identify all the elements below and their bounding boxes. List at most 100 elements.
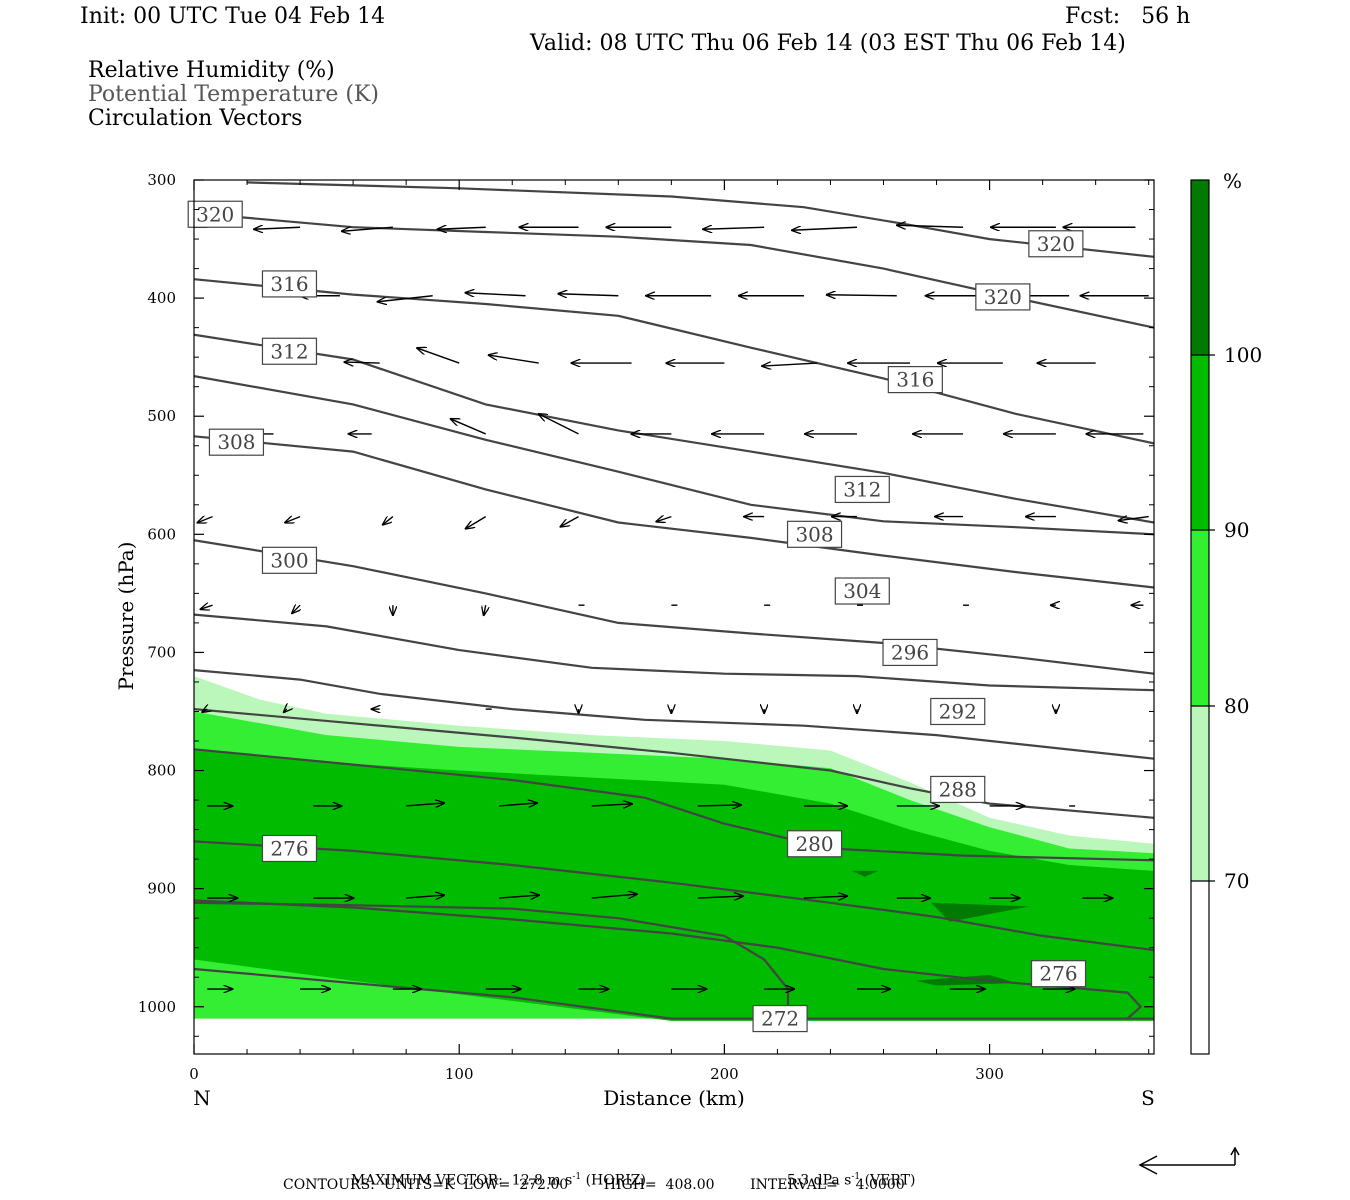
contour-label-296: 296 bbox=[882, 638, 938, 667]
forecast-hour: Fcst: 56 h bbox=[1065, 4, 1191, 29]
footer-max-vector: MAXIMUM VECTOR: 12.8 m s-1 (HORIZ) bbox=[350, 1172, 646, 1189]
contour-label-layer: 272 276 276 280 288 292 296 300 304 308 308 312 312 3… bbox=[187, 200, 1087, 1033]
circulation-vector bbox=[201, 605, 213, 609]
circulation-vector bbox=[697, 805, 741, 806]
circulation-vector bbox=[803, 896, 847, 898]
theta-contour-320 bbox=[246, 181, 1154, 258]
contour-label-312: 312 bbox=[261, 337, 318, 365]
circulation-vector bbox=[254, 227, 301, 229]
colorbar-label: 100 bbox=[1224, 343, 1262, 367]
svg-text:308: 308 bbox=[217, 430, 255, 454]
x-tick-label: 100 bbox=[445, 1065, 474, 1083]
theta-contour-276 bbox=[194, 840, 1154, 952]
svg-text:320: 320 bbox=[1037, 232, 1075, 256]
field-label-vectors: Circulation Vectors bbox=[88, 106, 303, 131]
rh-region-gt100 bbox=[931, 902, 1030, 922]
colorbar-label: 90 bbox=[1224, 518, 1249, 542]
theta-contour-308 bbox=[194, 375, 1154, 536]
circulation-vector bbox=[438, 227, 486, 229]
circulation-vector bbox=[285, 517, 301, 523]
contour-label-316: 316 bbox=[887, 366, 943, 394]
y-tick-label: 400 bbox=[147, 289, 176, 307]
circulation-vector bbox=[484, 605, 486, 615]
contour-label-320: 320 bbox=[1028, 230, 1084, 258]
x-tick-label: 0 bbox=[189, 1065, 199, 1083]
y-tick-label: 500 bbox=[147, 407, 176, 425]
colorbar: % 100 90 80 70 bbox=[1190, 169, 1262, 1055]
contour-label-276: 276 bbox=[261, 834, 318, 863]
axis-ticks: 300 400 500 600 700 800 900 1000 0 100 200 300 bbox=[138, 171, 1154, 1083]
circulation-vector bbox=[383, 517, 394, 525]
colorbar-unit: % bbox=[1223, 169, 1242, 193]
svg-text:296: 296 bbox=[891, 640, 929, 664]
svg-text:316: 316 bbox=[270, 272, 308, 296]
circulation-vector bbox=[465, 293, 526, 296]
rh-region-90-100 bbox=[194, 749, 1154, 1021]
svg-text:272: 272 bbox=[761, 1007, 799, 1031]
colorbar-segment bbox=[1191, 881, 1209, 1054]
svg-text:312: 312 bbox=[843, 477, 881, 501]
circulation-vector bbox=[342, 226, 393, 231]
y-tick-label: 600 bbox=[147, 525, 176, 543]
colorbar-segment bbox=[1191, 706, 1209, 881]
circulation-vector bbox=[202, 709, 207, 712]
circulation-vector bbox=[284, 709, 287, 712]
theta-contour-316 bbox=[194, 278, 1154, 445]
y-tick-label: 900 bbox=[147, 880, 176, 898]
y-tick-label: 800 bbox=[147, 762, 176, 780]
north-endpoint-label: N bbox=[193, 1086, 211, 1110]
field-label-rh: Relative Humidity (%) bbox=[88, 58, 335, 83]
svg-text:300: 300 bbox=[270, 548, 308, 572]
circulation-vector bbox=[762, 363, 818, 366]
svg-text:292: 292 bbox=[939, 699, 977, 723]
circulation-vector bbox=[292, 605, 300, 613]
colorbar-segment bbox=[1191, 355, 1209, 530]
theta-contour-280 bbox=[194, 748, 1154, 862]
svg-text:304: 304 bbox=[843, 579, 881, 603]
svg-text:320: 320 bbox=[196, 202, 234, 226]
reference-vector-icon bbox=[1138, 1146, 1240, 1175]
circulation-vector bbox=[558, 294, 619, 296]
svg-text:316: 316 bbox=[896, 368, 934, 392]
circulation-vector bbox=[656, 517, 672, 522]
theta-contour-300 bbox=[194, 539, 1154, 675]
contour-label-320: 320 bbox=[975, 283, 1031, 311]
circulation-vector bbox=[406, 895, 444, 898]
field-label-theta: Potential Temperature (K) bbox=[88, 82, 379, 107]
y-axis-label: Pressure (hPa) bbox=[114, 542, 138, 691]
svg-text:308: 308 bbox=[795, 522, 833, 546]
contour-label-288: 288 bbox=[930, 775, 986, 804]
svg-text:312: 312 bbox=[270, 339, 308, 363]
circulation-vector bbox=[539, 414, 579, 435]
y-tick-label: 1000 bbox=[138, 998, 176, 1016]
circulation-vector bbox=[498, 895, 539, 898]
colorbar-label: 70 bbox=[1224, 869, 1249, 893]
theta-contour-272 bbox=[194, 967, 1154, 1020]
theta-contour-276 bbox=[194, 901, 790, 1007]
contour-label-300: 300 bbox=[261, 546, 318, 574]
theta-contour-312 bbox=[194, 333, 1154, 524]
circulation-vector bbox=[1119, 517, 1149, 521]
theta-contour-292 bbox=[194, 669, 1154, 760]
circulation-vector bbox=[451, 419, 486, 435]
y-tick-label: 300 bbox=[147, 171, 176, 189]
contour-label-312: 312 bbox=[834, 475, 890, 504]
x-tick-label: 200 bbox=[710, 1065, 739, 1083]
colorbar-segment bbox=[1191, 530, 1209, 706]
colorbar-label: 80 bbox=[1224, 694, 1249, 718]
contour-label-276: 276 bbox=[1030, 960, 1087, 988]
x-tick-label: 300 bbox=[975, 1065, 1004, 1083]
rh-fill-layer bbox=[194, 676, 1154, 1021]
circulation-vector bbox=[417, 348, 460, 364]
south-endpoint-label: S bbox=[1141, 1086, 1155, 1110]
init-time: Init: 00 UTC Tue 04 Feb 14 bbox=[80, 4, 386, 29]
contour-label-308: 308 bbox=[208, 428, 265, 456]
circulation-vector bbox=[561, 515, 579, 527]
circulation-vector bbox=[345, 362, 380, 363]
contour-label-280: 280 bbox=[786, 830, 843, 858]
circulation-vector bbox=[378, 295, 433, 302]
circulation-vector bbox=[498, 803, 537, 806]
valid-time: Valid: 08 UTC Thu 06 Feb 14 (03 EST Thu … bbox=[530, 31, 1126, 56]
circulation-vector bbox=[406, 803, 444, 806]
